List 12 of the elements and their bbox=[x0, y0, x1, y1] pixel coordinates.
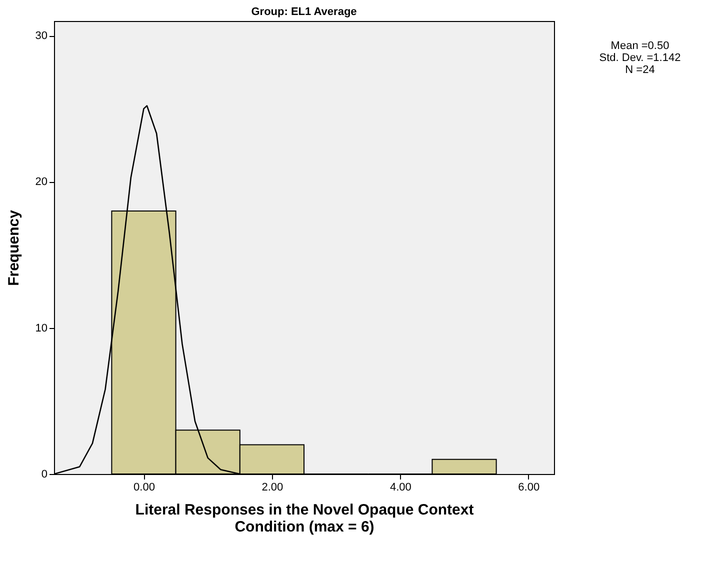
x-tick-label: 0.00 bbox=[134, 482, 155, 494]
text: Mean =0.50 Std. Dev. =1.142 N =24 bbox=[598, 40, 682, 76]
y-tick-label: 30 bbox=[35, 30, 48, 42]
y-tick-label: 10 bbox=[35, 322, 48, 334]
y-tick-label: 0 bbox=[41, 468, 48, 480]
y-tick-label: 20 bbox=[35, 176, 48, 188]
x-tick-label: 2.00 bbox=[262, 482, 284, 494]
x-tick-label: 4.00 bbox=[390, 482, 412, 494]
y-axis-title: Frequency bbox=[5, 209, 22, 286]
x-axis-title: Literal Responses in the Novel Opaque Context Condition (max = 6) bbox=[135, 502, 474, 536]
chart-title: Group: EL1 Average bbox=[251, 6, 357, 18]
x-tick-label: 6.00 bbox=[518, 482, 540, 494]
